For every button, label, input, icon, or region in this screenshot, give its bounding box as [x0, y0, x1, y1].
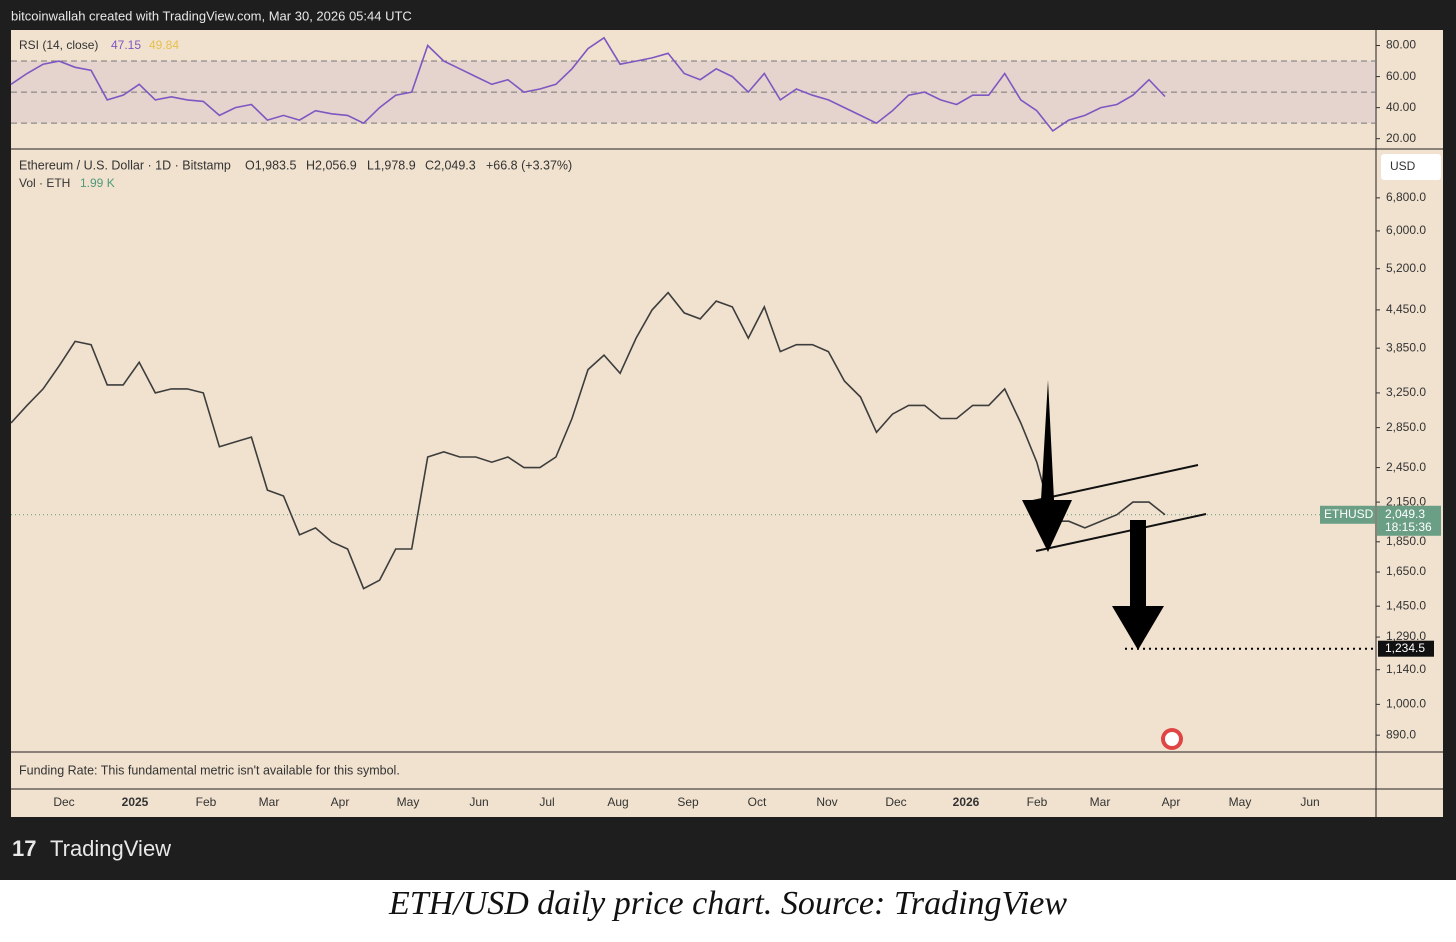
- brand-logo: 17: [12, 836, 36, 861]
- rsi-value: 47.15: [111, 38, 141, 52]
- y-tick-label: 40.00: [1386, 100, 1416, 114]
- ohlc-change: +66.8 (+3.37%): [486, 158, 572, 172]
- x-tick-label: Aug: [607, 795, 628, 809]
- funding-note: Funding Rate: This fundamental metric is…: [19, 763, 400, 777]
- ohlc-open: O1,983.5: [245, 158, 296, 172]
- x-tick-label: Feb: [196, 795, 217, 809]
- line-series: [10, 291, 1166, 590]
- y-tick-label: 5,200.0: [1386, 261, 1426, 275]
- brand: TradingView: [50, 836, 171, 861]
- y-tick-label: 6,800.0: [1386, 190, 1426, 204]
- caption: ETH/USD daily price chart. Source: Tradi…: [388, 885, 1067, 922]
- target-label: 1,234.5: [1385, 641, 1425, 655]
- y-tick-label: 1,140.0: [1386, 662, 1426, 676]
- volume-value: 1.99 K: [80, 176, 115, 190]
- y-tick-label: 6,000.0: [1386, 223, 1426, 237]
- x-tick-label: May: [397, 795, 420, 809]
- x-tick-label: Mar: [1090, 795, 1111, 809]
- symbol-label: ETHUSD: [1324, 507, 1374, 521]
- y-tick-label: 3,850.0: [1386, 340, 1426, 354]
- y-tick-label: 4,450.0: [1386, 302, 1426, 316]
- x-tick-label: 2025: [122, 795, 149, 809]
- x-tick-label: Oct: [748, 795, 767, 809]
- volume-label: Vol · ETH: [19, 176, 70, 190]
- y-tick-label: 1,450.0: [1386, 598, 1426, 612]
- credit: bitcoinwallah created with TradingView.c…: [11, 8, 412, 23]
- ohlc-low: L1,978.9: [367, 158, 416, 172]
- currency[interactable]: USD: [1390, 159, 1416, 173]
- symbol-title: Ethereum / U.S. Dollar · 1D · Bitstamp: [19, 158, 231, 172]
- y-tick-label: 1,000.0: [1386, 697, 1426, 711]
- y-tick-label: 2,450.0: [1386, 460, 1426, 474]
- ohlc-close: C2,049.3: [425, 158, 476, 172]
- y-tick-label: 2,150.0: [1386, 494, 1426, 508]
- countdown: 18:15:36: [1385, 520, 1432, 534]
- x-tick-label: May: [1229, 795, 1252, 809]
- y-tick-label: 80.00: [1386, 38, 1416, 52]
- event-icon-inner: [1165, 732, 1179, 746]
- x-tick-label: Apr: [331, 795, 350, 809]
- y-tick-label: 2,850.0: [1386, 420, 1426, 434]
- x-tick-label: 2026: [953, 795, 980, 809]
- price-box: [1377, 505, 1441, 536]
- x-tick-label: Apr: [1162, 795, 1181, 809]
- x-tick-label: Dec: [53, 795, 74, 809]
- x-tick-label: Jun: [1300, 795, 1319, 809]
- line-series: [10, 36, 1166, 132]
- x-tick-label: Dec: [885, 795, 906, 809]
- y-tick-label: 1,850.0: [1386, 534, 1426, 548]
- rsi-ma-value: 49.84: [149, 38, 179, 52]
- x-tick-label: Jul: [539, 795, 554, 809]
- channel: [1027, 464, 1207, 552]
- x-tick-label: Feb: [1027, 795, 1048, 809]
- x-tick-label: Mar: [259, 795, 280, 809]
- ohlc-high: H2,056.9: [306, 158, 357, 172]
- symbol-box: [1320, 505, 1375, 524]
- price-label: 2,049.3: [1385, 507, 1425, 521]
- y-tick-label: 20.00: [1386, 131, 1416, 145]
- y-tick-label: 890.0: [1386, 727, 1416, 741]
- arrow: [1022, 380, 1164, 650]
- chart-area: [11, 30, 1443, 817]
- rsi-title: RSI (14, close): [19, 38, 98, 52]
- x-tick-label: Jun: [469, 795, 488, 809]
- x-tick-label: Sep: [677, 795, 699, 809]
- y-tick-label: 1,290.0: [1386, 629, 1426, 643]
- currency-box[interactable]: [1381, 154, 1441, 180]
- y-tick-label: 60.00: [1386, 69, 1416, 83]
- y-tick-label: 3,250.0: [1386, 385, 1426, 399]
- x-tick-label: Nov: [816, 795, 837, 809]
- target-box: [1378, 640, 1434, 657]
- y-tick-label: 1,650.0: [1386, 564, 1426, 578]
